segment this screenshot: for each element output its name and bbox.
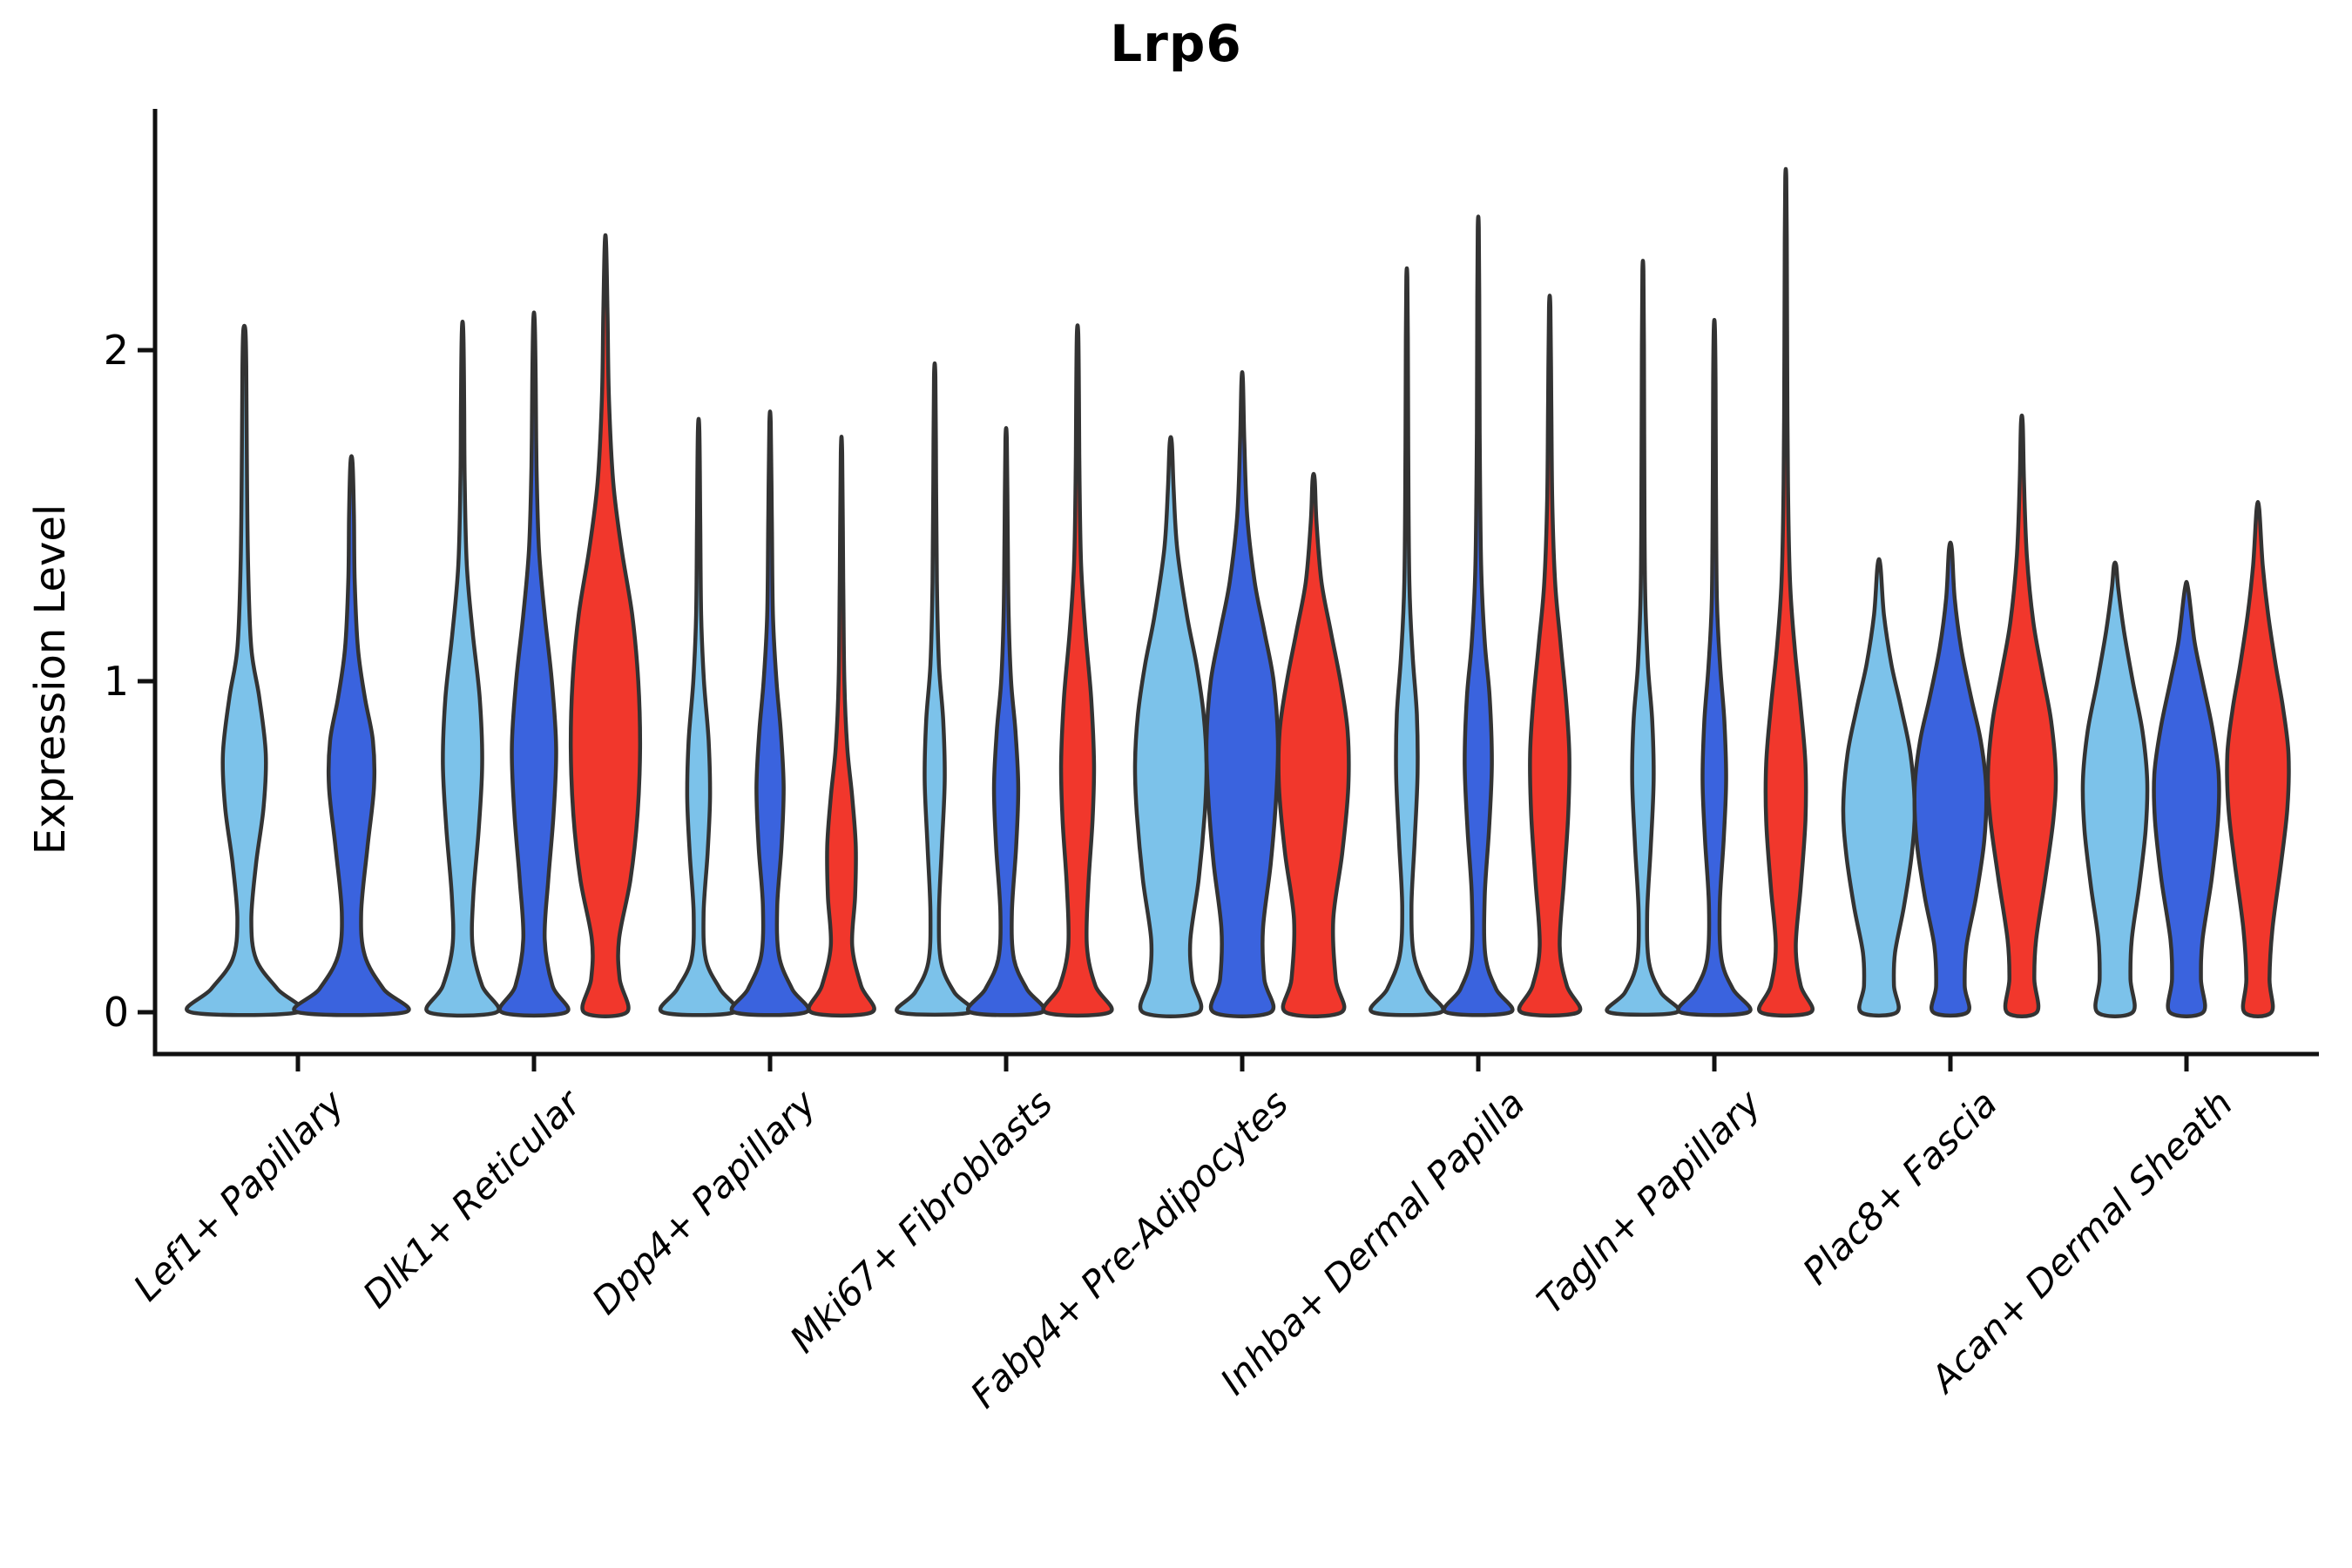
y-tick-label: 2 [103, 327, 129, 374]
violin-2-dark_blue [729, 409, 811, 1017]
violin-6-dark_blue [1676, 318, 1753, 1017]
violin-8-light_blue [2080, 560, 2150, 1018]
violin-5-light_blue [1369, 266, 1445, 1017]
chart-title: Lrp6 [1110, 14, 1242, 73]
violin-2-red [807, 435, 876, 1018]
y-tick-label: 0 [103, 989, 129, 1036]
violin-7-light_blue [1841, 557, 1917, 1018]
violin-3-red [1041, 323, 1114, 1018]
violin-3-dark_blue [966, 426, 1046, 1017]
y-tick-label: 1 [103, 658, 129, 705]
violin-1-dark_blue [497, 310, 571, 1018]
violin-6-red [1757, 166, 1815, 1018]
violin-1-light_blue [424, 319, 501, 1018]
violin-4-dark_blue [1204, 369, 1281, 1018]
violin-2-light_blue [658, 416, 740, 1017]
violin-0-light_blue [185, 323, 304, 1017]
violin-5-red [1517, 294, 1583, 1018]
violin-4-light_blue [1132, 435, 1209, 1018]
violin-0-dark_blue [292, 454, 411, 1017]
violin-5-dark_blue [1442, 214, 1515, 1017]
violin-8-red [2225, 500, 2291, 1018]
violin-4-red [1276, 471, 1351, 1018]
violin-8-dark_blue [2152, 579, 2221, 1018]
violin-3-light_blue [895, 361, 975, 1017]
violin-1-red [568, 233, 643, 1018]
violin-6-light_blue [1605, 259, 1681, 1017]
violin-7-red [1985, 413, 2058, 1018]
violin-7-dark_blue [1912, 540, 1989, 1018]
